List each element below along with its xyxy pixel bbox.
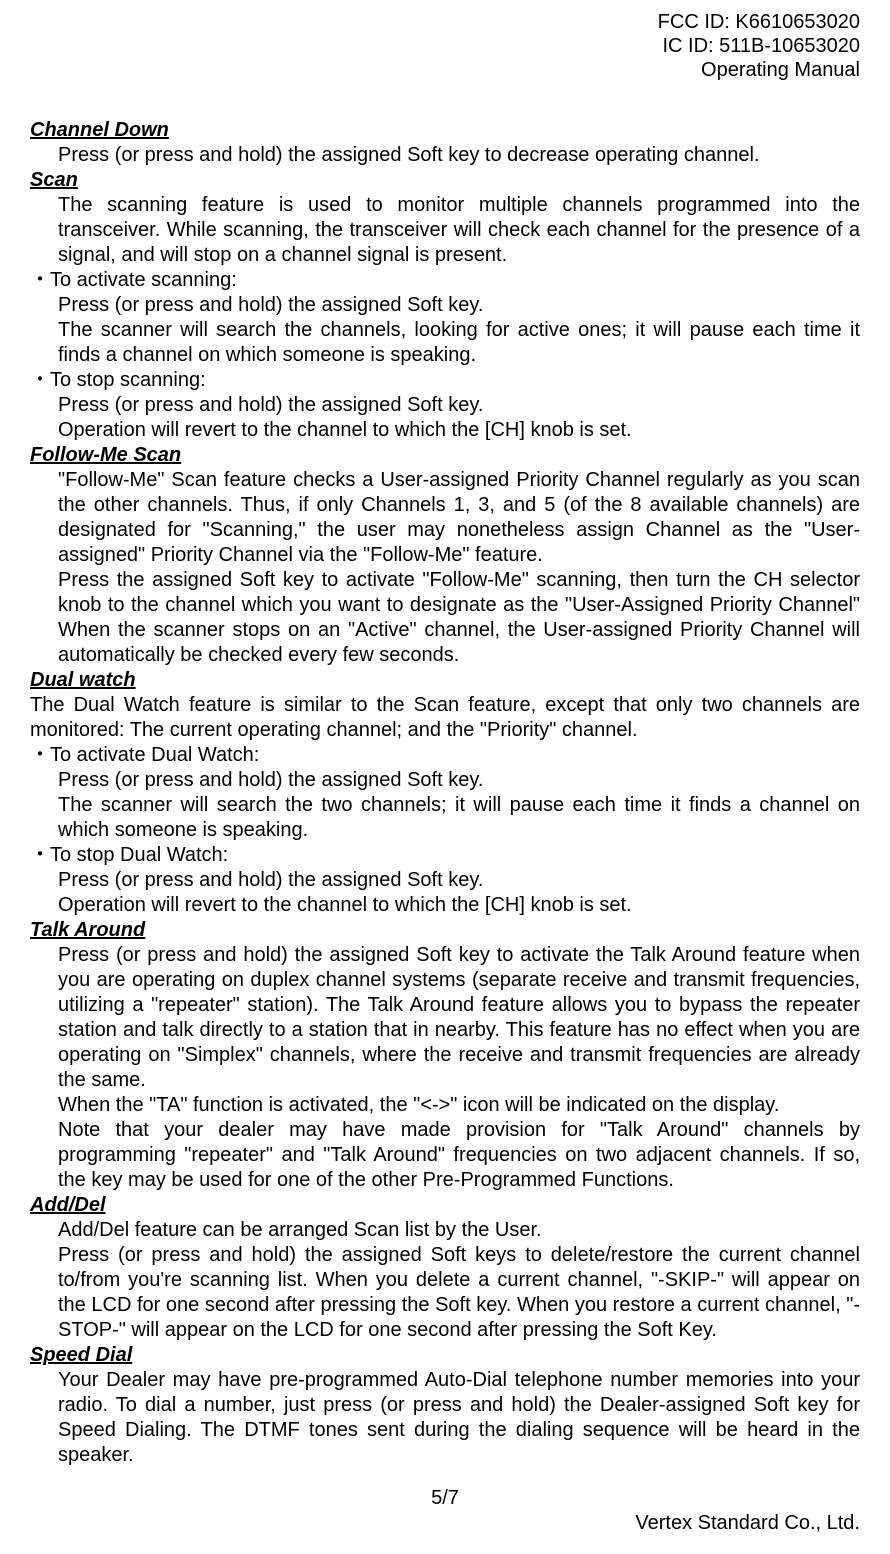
section-title-talk-around: Talk Around bbox=[30, 918, 860, 943]
dual-watch-activate-p2: The scanner will search the two channels… bbox=[58, 793, 860, 843]
scan-stop-p1: Press (or press and hold) the assigned S… bbox=[58, 393, 860, 418]
scan-bullet-stop: ・To stop scanning: bbox=[30, 368, 860, 393]
section-title-speed-dial: Speed Dial bbox=[30, 1343, 860, 1368]
dual-watch-stop-p2: Operation will revert to the channel to … bbox=[58, 893, 860, 918]
header-block: FCC ID: K6610653020 IC ID: 511B-10653020… bbox=[30, 10, 860, 82]
dual-watch-p1: The Dual Watch feature is similar to the… bbox=[30, 693, 860, 743]
scan-bullet-activate: ・To activate scanning: bbox=[30, 268, 860, 293]
page-number: 5/7 bbox=[30, 1486, 860, 1511]
talk-around-p2: When the "TA" function is activated, the… bbox=[58, 1093, 860, 1118]
section-title-channel-down: Channel Down bbox=[30, 118, 860, 143]
dual-watch-stop-p1: Press (or press and hold) the assigned S… bbox=[58, 868, 860, 893]
footer-block: 5/7 Vertex Standard Co., Ltd. bbox=[30, 1486, 860, 1536]
section-title-dual-watch: Dual watch bbox=[30, 668, 860, 693]
talk-around-p3: Note that your dealer may have made prov… bbox=[58, 1118, 860, 1193]
add-del-p1: Add/Del feature can be arranged Scan lis… bbox=[58, 1218, 860, 1243]
fcc-id: FCC ID: K6610653020 bbox=[30, 10, 860, 34]
section-title-follow-me: Follow-Me Scan bbox=[30, 443, 860, 468]
section-title-scan: Scan bbox=[30, 168, 860, 193]
scan-p1: The scanning feature is used to monitor … bbox=[58, 193, 860, 268]
dual-watch-bullet-stop: ・To stop Dual Watch: bbox=[30, 843, 860, 868]
ic-id: IC ID: 511B-10653020 bbox=[30, 34, 860, 58]
talk-around-p1: Press (or press and hold) the assigned S… bbox=[58, 943, 860, 1093]
speed-dial-p1: Your Dealer may have pre-programmed Auto… bbox=[58, 1368, 860, 1468]
company-name: Vertex Standard Co., Ltd. bbox=[30, 1511, 860, 1536]
dual-watch-activate-p1: Press (or press and hold) the assigned S… bbox=[58, 768, 860, 793]
dual-watch-bullet-activate: ・To activate Dual Watch: bbox=[30, 743, 860, 768]
scan-activate-p1: Press (or press and hold) the assigned S… bbox=[58, 293, 860, 318]
doc-title: Operating Manual bbox=[30, 58, 860, 82]
scan-activate-p2: The scanner will search the channels, lo… bbox=[58, 318, 860, 368]
page-container: FCC ID: K6610653020 IC ID: 511B-10653020… bbox=[0, 0, 890, 1554]
channel-down-p1: Press (or press and hold) the assigned S… bbox=[58, 143, 860, 168]
section-title-add-del: Add/Del bbox=[30, 1193, 860, 1218]
add-del-p2: Press (or press and hold) the assigned S… bbox=[58, 1243, 860, 1343]
follow-me-p1: "Follow-Me" Scan feature checks a User-a… bbox=[58, 468, 860, 568]
scan-stop-p2: Operation will revert to the channel to … bbox=[58, 418, 860, 443]
follow-me-p2: Press the assigned Soft key to activate … bbox=[58, 568, 860, 668]
